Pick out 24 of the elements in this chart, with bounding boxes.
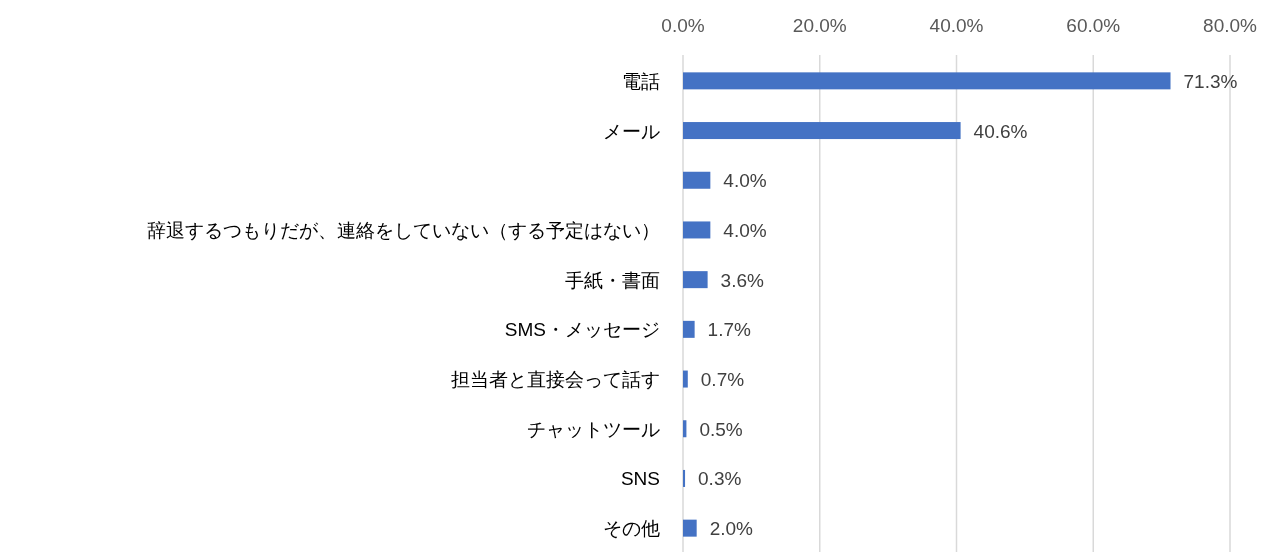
y-tick-label: SMS・メッセージ bbox=[504, 319, 660, 341]
y-tick-label: チャットツール bbox=[527, 418, 660, 440]
x-tick-label: 40.0% bbox=[929, 15, 984, 36]
x-tick-label: 60.0% bbox=[1066, 15, 1121, 36]
y-tick-label: 辞退するつもりだが、連絡をしていない（する予定はない） bbox=[147, 219, 660, 241]
y-tick-label: 担当者と直接会って話す bbox=[451, 369, 660, 391]
data-label: 4.0% bbox=[723, 170, 767, 192]
data-label: 71.3% bbox=[1183, 70, 1238, 92]
data-label: 0.3% bbox=[698, 468, 742, 490]
y-tick-label: SNS bbox=[620, 468, 660, 490]
y-tick-label: 電話 bbox=[622, 70, 660, 92]
y-tick-label: メール bbox=[603, 120, 660, 142]
data-label: 0.5% bbox=[699, 418, 743, 440]
y-tick-label: その他 bbox=[603, 518, 660, 540]
x-tick-label: 80.0% bbox=[1203, 15, 1258, 36]
data-label: 3.6% bbox=[720, 269, 765, 291]
data-label: 40.6% bbox=[973, 120, 1028, 142]
data-label: 4.0% bbox=[723, 219, 767, 241]
x-tick-label: 20.0% bbox=[792, 15, 847, 36]
data-label: 2.0% bbox=[709, 518, 754, 540]
data-label: 1.7% bbox=[707, 319, 752, 341]
x-tick-label: 0.0% bbox=[661, 15, 705, 36]
data-label: 0.7% bbox=[700, 369, 745, 391]
y-tick-label: 手紙・書面 bbox=[565, 269, 660, 291]
